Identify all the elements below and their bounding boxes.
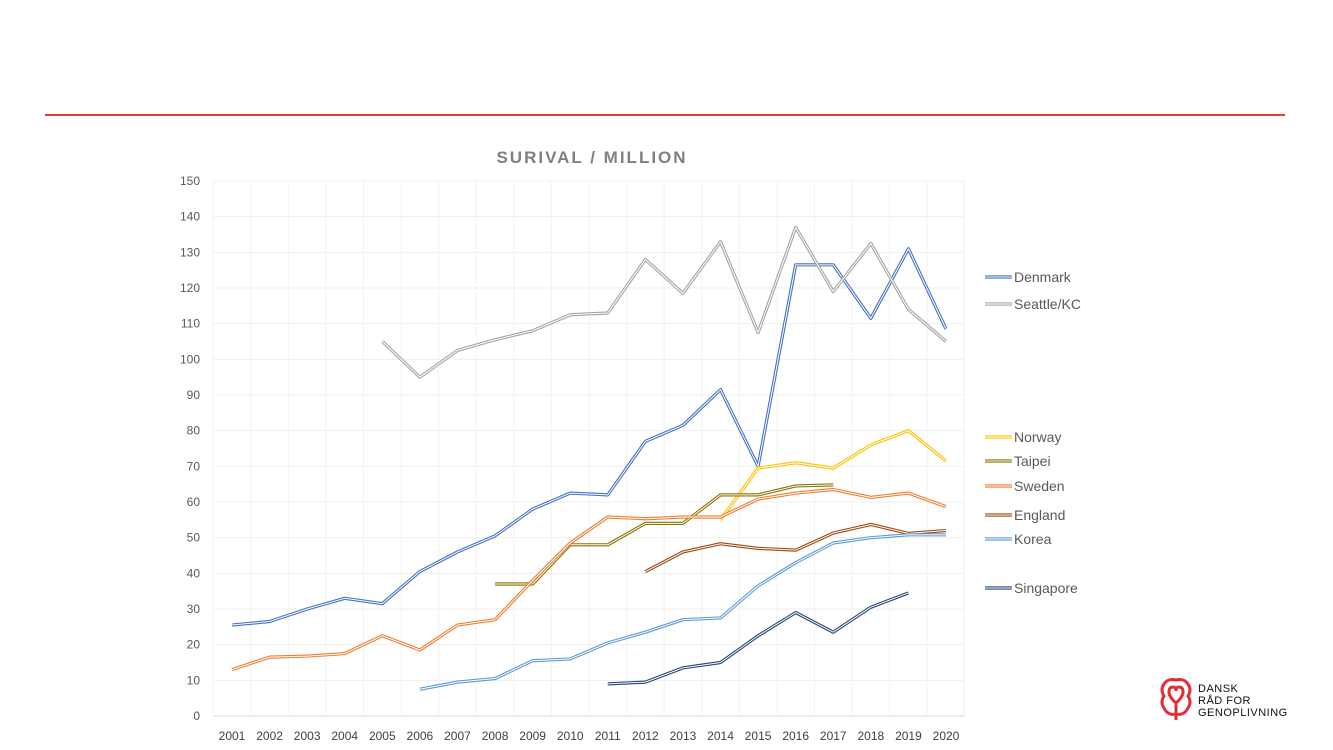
- y-tick-label: 150: [180, 174, 200, 188]
- x-tick-label: 2008: [482, 729, 509, 743]
- logo-line3: GENOPLIVNING: [1198, 707, 1288, 719]
- series-seattle-kc: [381, 225, 948, 379]
- x-tick-label: 2007: [444, 729, 471, 743]
- y-tick-label: 20: [187, 638, 201, 652]
- logo-dansk-raad-for-genoplivning: DANSK RÅD FOR GENOPLIVNING: [1158, 676, 1308, 726]
- legend-label: Norway: [1014, 429, 1061, 445]
- y-tick-label: 140: [180, 210, 200, 224]
- legend-item: Norway: [985, 429, 1061, 445]
- x-tick-label: 2020: [933, 729, 960, 743]
- logo-line2: RÅD FOR: [1198, 695, 1251, 707]
- y-tick-label: 60: [187, 495, 201, 509]
- x-tick-label: 2010: [557, 729, 584, 743]
- series-denmark: [231, 247, 948, 627]
- heart-brain-logo-icon: [1160, 678, 1192, 720]
- x-tick-label: 2011: [595, 729, 621, 743]
- legend-item: Singapore: [985, 580, 1078, 596]
- y-tick-label: 100: [180, 352, 200, 366]
- x-tick-label: 2006: [407, 729, 434, 743]
- series-line-inner: [607, 592, 909, 685]
- legend-label: England: [1014, 507, 1065, 523]
- x-tick-label: 2018: [857, 729, 884, 743]
- series-line: [607, 591, 909, 686]
- legend-label: Sweden: [1014, 478, 1065, 494]
- y-tick-label: 120: [180, 281, 200, 295]
- series-line: [419, 533, 946, 691]
- series-line-inner: [231, 489, 947, 671]
- x-tick-label: 2014: [707, 729, 734, 743]
- series-singapore: [607, 591, 909, 686]
- y-tick-label: 110: [181, 317, 200, 331]
- x-tick-label: 2001: [219, 729, 246, 743]
- legend-label: Singapore: [1014, 580, 1078, 596]
- series-taipei: [494, 483, 834, 586]
- x-tick-label: 2005: [369, 729, 396, 743]
- series-line: [719, 429, 948, 521]
- legend-item: Taipei: [985, 453, 1051, 469]
- series-line-inner: [381, 226, 947, 378]
- series-england: [644, 522, 947, 573]
- y-tick-label: 70: [187, 459, 201, 473]
- series-line-inner: [231, 248, 947, 626]
- x-tick-label: 2013: [670, 729, 697, 743]
- series-line-inner: [495, 484, 834, 585]
- legend-item: Denmark: [985, 269, 1072, 285]
- legend-item: England: [985, 507, 1065, 523]
- y-tick-label: 0: [193, 709, 200, 723]
- series-norway: [719, 429, 948, 521]
- x-tick-label: 2004: [331, 729, 358, 743]
- series-korea: [419, 533, 947, 691]
- legend-item: Seattle/KC: [985, 296, 1081, 312]
- legend-label: Seattle/KC: [1014, 296, 1081, 312]
- x-tick-label: 2003: [294, 729, 321, 743]
- series-line-inner: [419, 534, 946, 690]
- y-tick-label: 130: [180, 245, 200, 259]
- x-tick-label: 2017: [820, 729, 847, 743]
- x-tick-label: 2002: [256, 729, 283, 743]
- y-tick-label: 40: [187, 566, 201, 580]
- x-tick-label: 2012: [632, 729, 659, 743]
- logo-line1: DANSK: [1198, 683, 1239, 695]
- x-tick-label: 2019: [895, 729, 922, 743]
- x-tick-label: 2016: [782, 729, 809, 743]
- header-divider: [45, 114, 1285, 116]
- chart-title: SURIVAL / MILLION: [496, 148, 687, 167]
- x-tick-label: 2009: [519, 729, 546, 743]
- legend-item: Korea: [985, 531, 1052, 547]
- legend-item: Sweden: [985, 478, 1065, 494]
- y-tick-label: 30: [187, 602, 201, 616]
- y-tick-label: 80: [187, 424, 201, 438]
- legend-label: Korea: [1014, 531, 1052, 547]
- legend-label: Denmark: [1014, 269, 1072, 285]
- legend-label: Taipei: [1014, 453, 1051, 469]
- x-tick-label: 2015: [745, 729, 772, 743]
- y-tick-label: 50: [187, 531, 201, 545]
- y-tick-label: 90: [187, 388, 201, 402]
- y-tick-label: 10: [187, 673, 201, 687]
- series-sweden: [231, 487, 947, 672]
